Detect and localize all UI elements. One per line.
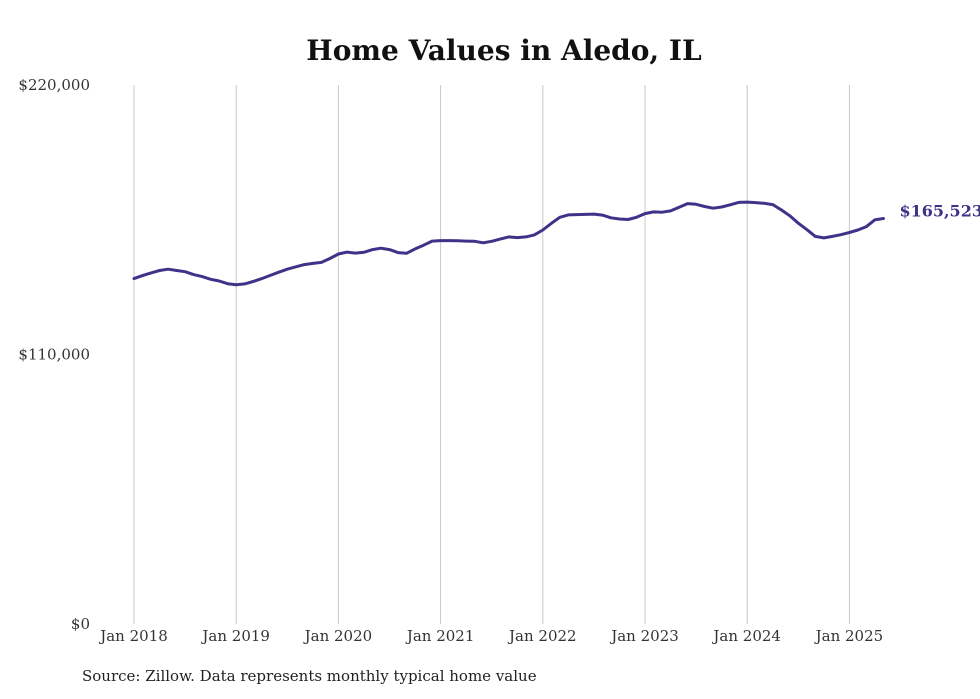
x-tick-label: Jan 2020 xyxy=(303,627,373,645)
x-tick-label: Jan 2024 xyxy=(711,627,781,645)
y-tick-label: $110,000 xyxy=(18,346,90,364)
series-group xyxy=(132,200,885,287)
x-tick-label: Jan 2023 xyxy=(609,627,679,645)
y-tick-label: $220,000 xyxy=(18,76,90,94)
y-axis-tick-labels: $0 $110,000 $220,000 xyxy=(18,76,90,633)
x-axis-tick-labels: Jan 2018 Jan 2019 Jan 2020 Jan 2021 Jan 2022… xyxy=(98,627,883,645)
y-tick-label: $0 xyxy=(71,615,90,633)
series-line xyxy=(132,200,885,287)
x-tick-label: Jan 2019 xyxy=(200,627,270,645)
last-value-label: $165,523 xyxy=(899,201,980,220)
x-tick-label: Jan 2025 xyxy=(814,627,884,645)
chart-title: Home Values in Aledo, IL xyxy=(306,34,702,67)
x-tick-label: Jan 2022 xyxy=(507,627,577,645)
source-note: Source: Zillow. Data represents monthly … xyxy=(82,667,537,685)
gridlines xyxy=(133,85,850,624)
x-tick-label: Jan 2018 xyxy=(98,627,168,645)
x-tick-label: Jan 2021 xyxy=(405,627,475,645)
